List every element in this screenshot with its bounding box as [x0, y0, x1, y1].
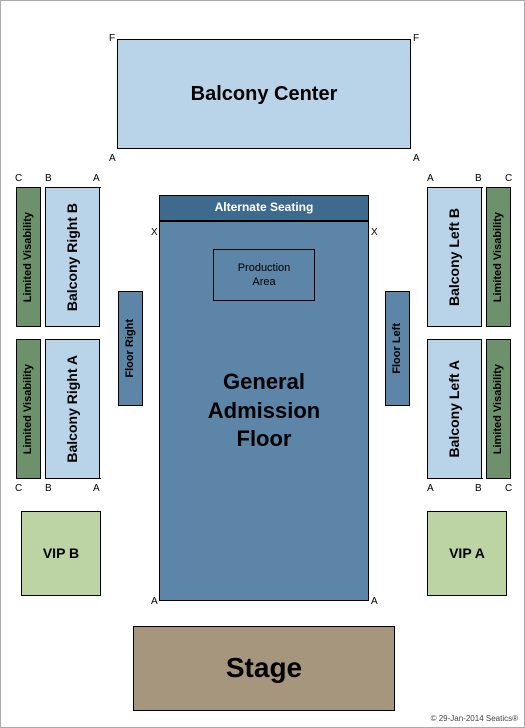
section-label: Limited Visability [21, 364, 35, 454]
row-label: C [15, 483, 22, 494]
row-label: F [109, 33, 115, 44]
row-label: B [475, 173, 482, 184]
tick-mark [477, 187, 483, 188]
section-label: Floor Right [123, 319, 137, 378]
tick-mark [427, 187, 433, 188]
row-label: B [45, 483, 52, 494]
section-vip-b: VIP B [21, 511, 101, 596]
row-label: C [505, 173, 512, 184]
section-bal-right-a: Balcony Right A [45, 339, 100, 479]
row-label: A [93, 483, 100, 494]
tick-mark [410, 143, 411, 149]
row-label: X [151, 227, 158, 238]
row-label: C [15, 173, 22, 184]
credit-text: © 29-Jan-2014 Seatics® [431, 714, 518, 723]
section-limvis-tr: Limited Visability [486, 187, 511, 327]
section-label: General Admission Floor [208, 368, 320, 454]
section-label: Balcony Left A [445, 360, 463, 458]
tick-mark [49, 478, 55, 479]
row-label: A [371, 596, 378, 607]
tick-mark [117, 143, 118, 149]
section-label: Balcony Right B [63, 203, 81, 311]
row-label: A [151, 596, 158, 607]
section-bal-left-a: Balcony Left A [427, 339, 482, 479]
section-balcony-center: Balcony Center [117, 39, 411, 149]
tick-mark [95, 478, 101, 479]
section-bal-left-b: Balcony Left B [427, 187, 482, 327]
tick-mark [505, 187, 511, 188]
tick-mark [427, 478, 433, 479]
tick-mark [117, 39, 118, 45]
section-floor-right: Floor Right [118, 291, 143, 406]
tick-mark [95, 187, 101, 188]
section-limvis-tl: Limited Visability [16, 187, 41, 327]
section-label: Limited Visability [491, 212, 505, 302]
row-label: B [475, 483, 482, 494]
tick-mark [19, 187, 25, 188]
tick-mark [19, 478, 25, 479]
row-label: B [45, 173, 52, 184]
row-label: A [413, 153, 420, 164]
section-label: Limited Visability [491, 364, 505, 454]
tick-mark [477, 478, 483, 479]
section-label: VIP A [449, 544, 485, 562]
row-label: A [427, 483, 434, 494]
section-label: Stage [226, 650, 302, 686]
tick-mark [410, 39, 411, 45]
section-label: Balcony Center [191, 81, 338, 107]
row-label: F [413, 33, 419, 44]
section-label: Production Area [238, 261, 291, 290]
section-label: Floor Left [390, 323, 404, 374]
seating-chart: Balcony Center Limited Visability Balcony … [0, 0, 525, 728]
row-label: C [505, 483, 512, 494]
section-label: Balcony Right A [63, 355, 81, 463]
row-label: A [93, 173, 100, 184]
section-stage: Stage [133, 626, 395, 711]
row-label: A [109, 153, 116, 164]
section-label: Limited Visability [21, 212, 35, 302]
section-prod-area: Production Area [213, 249, 315, 301]
tick-mark [505, 478, 511, 479]
section-label: VIP B [43, 544, 79, 562]
row-label: X [371, 227, 378, 238]
section-floor-left: Floor Left [385, 291, 410, 406]
section-vip-a: VIP A [427, 511, 507, 596]
tick-mark [49, 187, 55, 188]
section-limvis-bl: Limited Visability [16, 339, 41, 479]
section-label: Balcony Left B [445, 208, 463, 306]
section-alt-seating: Alternate Seating [159, 195, 369, 221]
section-limvis-br: Limited Visability [486, 339, 511, 479]
row-label: A [427, 173, 434, 184]
section-bal-right-b: Balcony Right B [45, 187, 100, 327]
section-label: Alternate Seating [215, 200, 314, 216]
